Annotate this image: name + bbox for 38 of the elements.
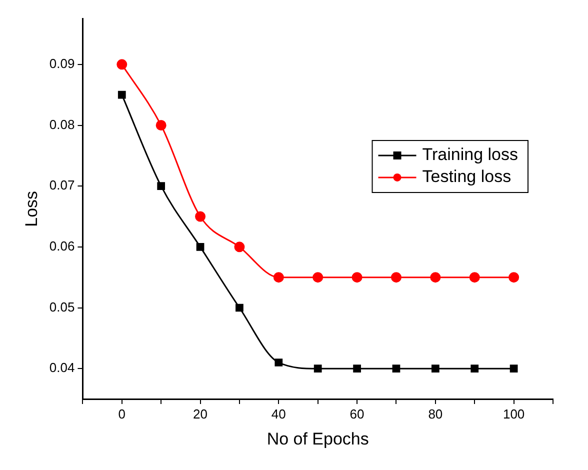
point [431,364,440,373]
x-tick-label: 40 [271,406,286,422]
point [470,364,479,373]
legend-label: Testing loss [422,167,512,186]
y-axis-title: Loss [22,190,41,227]
y-tick-label: 0.07 [49,178,75,193]
point [196,242,204,251]
point [274,358,283,366]
point [234,242,245,252]
point [352,272,362,283]
x-tick-label: 0 [118,406,126,422]
y-tick-label: 0.05 [49,299,75,314]
point [116,59,128,70]
y-tick-label: 0.04 [49,360,75,376]
point [510,364,518,373]
y-tick-label: 0.09 [49,56,75,71]
point [353,364,361,373]
x-axis-title: No of Epochs [266,429,369,448]
x-tick-label: 20 [193,406,208,422]
y-tick-label: 0.08 [49,116,75,132]
point [314,364,322,373]
point [312,272,324,283]
x-tick-label: 80 [428,406,443,422]
legend-label: Training loss [422,145,518,164]
point [157,182,166,190]
point [156,120,166,131]
point [469,272,480,283]
point [430,272,441,283]
point [390,272,402,283]
y-tick-label: 0.06 [49,238,75,254]
point [273,272,284,283]
point [195,211,206,222]
x-tick-label: 60 [350,406,364,422]
x-tick-label: 100 [502,406,525,422]
point [118,90,126,99]
point [508,272,520,283]
point [392,364,400,373]
point [236,304,244,312]
